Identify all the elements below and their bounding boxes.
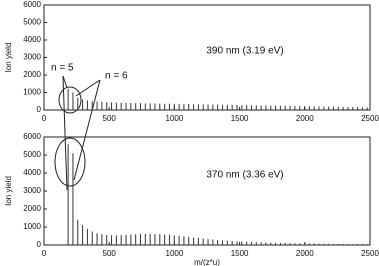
arrow bbox=[62, 75, 68, 191]
x-tick-label: 1500 bbox=[231, 114, 249, 123]
x-tick-label: 1000 bbox=[166, 249, 184, 258]
y-tick-label: 3000 bbox=[23, 186, 41, 195]
y-axis-label: Ion yield bbox=[4, 176, 13, 206]
x-tick-label: 2500 bbox=[361, 249, 379, 258]
y-tick-label: 6000 bbox=[23, 0, 41, 9]
y-tick-label: 0 bbox=[37, 240, 42, 249]
y-tick-label: 1000 bbox=[23, 222, 41, 231]
x-axis-label: m/(z*u) bbox=[194, 258, 220, 266]
x-tick-label: 2000 bbox=[296, 249, 314, 258]
arrow bbox=[75, 79, 101, 97]
arrow bbox=[62, 75, 68, 89]
circle-bottom bbox=[54, 137, 86, 187]
annotation-shapes bbox=[54, 75, 101, 191]
y-tick-label: 0 bbox=[37, 105, 42, 114]
x-tick-label: 500 bbox=[103, 114, 117, 123]
plot-frame bbox=[43, 4, 371, 111]
annotation: n = 5 bbox=[51, 63, 74, 74]
y-tick-label: 3000 bbox=[23, 53, 41, 62]
x-tick-label: 500 bbox=[103, 249, 117, 258]
y-tick-label: 4000 bbox=[23, 168, 41, 177]
x-tick-label: 2500 bbox=[361, 114, 379, 123]
x-tick-label: 1500 bbox=[231, 249, 249, 258]
y-tick-label: 5000 bbox=[23, 150, 41, 159]
x-tick-label: 1000 bbox=[166, 114, 184, 123]
x-tick-label: 2000 bbox=[296, 114, 314, 123]
panel-label: 370 nm (3.36 eV) bbox=[206, 170, 283, 181]
plot-frame bbox=[43, 136, 371, 246]
annotation: n = 6 bbox=[105, 71, 128, 82]
x-tick-label: 0 bbox=[42, 249, 47, 258]
y-tick-label: 5000 bbox=[23, 18, 41, 27]
y-tick-label: 1000 bbox=[23, 88, 41, 97]
y-axis-label: Ion yield bbox=[4, 43, 13, 73]
arrow bbox=[73, 79, 101, 181]
y-tick-label: 2000 bbox=[23, 204, 41, 213]
circle-top bbox=[58, 86, 82, 114]
y-tick-label: 6000 bbox=[23, 132, 41, 141]
x-tick-label: 0 bbox=[42, 114, 47, 123]
y-tick-label: 4000 bbox=[23, 35, 41, 44]
y-tick-label: 2000 bbox=[23, 70, 41, 79]
panel-label: 390 nm (3.19 eV) bbox=[206, 46, 283, 57]
